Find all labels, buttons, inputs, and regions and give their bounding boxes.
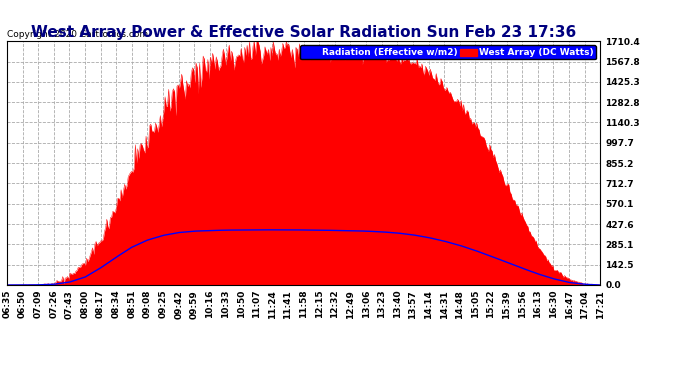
Legend: Radiation (Effective w/m2), West Array (DC Watts): Radiation (Effective w/m2), West Array (…	[300, 45, 596, 59]
Text: Copyright 2020 Cartronics.com: Copyright 2020 Cartronics.com	[7, 30, 148, 39]
Title: West Array Power & Effective Solar Radiation Sun Feb 23 17:36: West Array Power & Effective Solar Radia…	[31, 25, 576, 40]
